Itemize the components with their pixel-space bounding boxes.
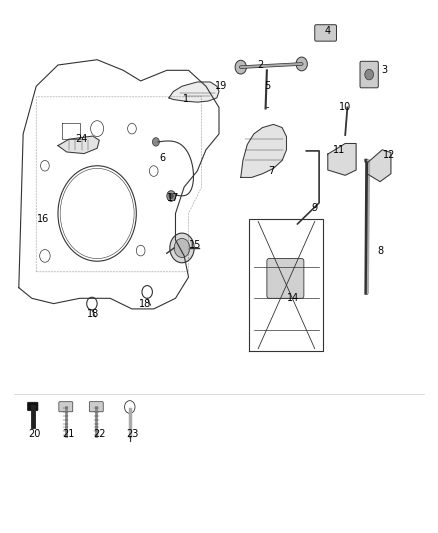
Text: 8: 8: [377, 246, 383, 256]
Text: 3: 3: [381, 66, 388, 75]
Text: 14: 14: [287, 293, 299, 303]
Circle shape: [174, 238, 190, 257]
Text: 23: 23: [126, 429, 138, 439]
Polygon shape: [169, 82, 219, 102]
Text: 4: 4: [325, 26, 331, 36]
Text: 2: 2: [257, 60, 264, 70]
Circle shape: [365, 69, 374, 80]
Polygon shape: [367, 150, 391, 182]
Text: 9: 9: [312, 203, 318, 213]
Text: 18: 18: [87, 309, 99, 319]
Text: 6: 6: [159, 153, 166, 163]
Text: 19: 19: [215, 81, 227, 91]
Circle shape: [169, 193, 173, 199]
Polygon shape: [328, 143, 356, 175]
FancyBboxPatch shape: [89, 402, 103, 412]
Text: 5: 5: [264, 81, 270, 91]
Text: 12: 12: [382, 150, 395, 160]
Text: 1: 1: [183, 94, 189, 104]
FancyBboxPatch shape: [59, 402, 73, 412]
Text: 18: 18: [139, 298, 151, 309]
Circle shape: [152, 138, 159, 146]
Text: 16: 16: [37, 214, 49, 224]
Circle shape: [235, 60, 247, 74]
Text: 24: 24: [76, 134, 88, 144]
Polygon shape: [58, 136, 99, 154]
Text: 15: 15: [189, 240, 201, 251]
FancyBboxPatch shape: [28, 402, 38, 411]
FancyBboxPatch shape: [267, 259, 304, 298]
Circle shape: [170, 233, 194, 263]
Text: 22: 22: [93, 429, 106, 439]
Text: 7: 7: [268, 166, 274, 176]
Text: 11: 11: [332, 145, 345, 155]
Circle shape: [124, 401, 135, 414]
Circle shape: [296, 57, 307, 71]
Text: 21: 21: [63, 429, 75, 439]
Circle shape: [167, 191, 176, 201]
Polygon shape: [241, 124, 286, 177]
FancyBboxPatch shape: [360, 61, 378, 88]
FancyBboxPatch shape: [315, 25, 336, 41]
Text: 20: 20: [28, 429, 40, 439]
Text: 17: 17: [167, 192, 180, 203]
Text: 10: 10: [339, 102, 351, 112]
